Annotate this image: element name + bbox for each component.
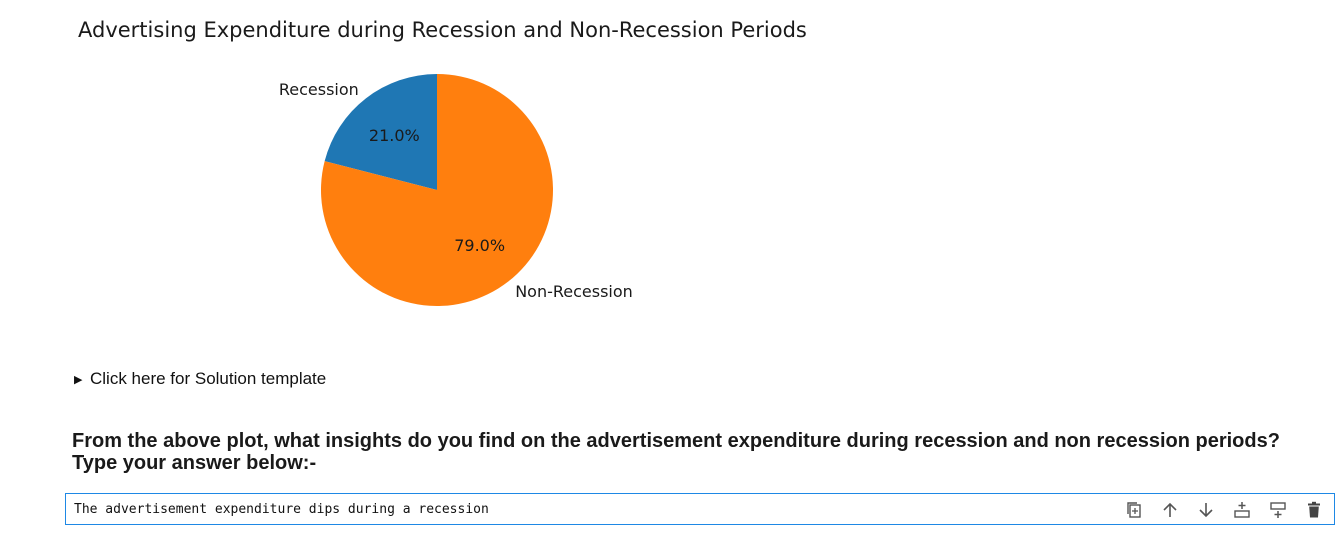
move-up-icon[interactable] [1158,499,1182,521]
pie-slice-recession [324,74,437,190]
question-line-1: From the above plot, what insights do yo… [72,430,1280,452]
pie-chart-svg: Advertising Expenditure during Recession… [78,18,807,306]
cell-toolbar [1122,499,1326,521]
pie-pct-label: 79.0% [454,236,505,255]
duplicate-icon[interactable] [1122,499,1146,521]
disclosure-triangle-icon: ▶ [74,373,83,386]
pie-slice-label: Non-Recession [515,282,633,301]
question-text: From the above plot, what insights do yo… [72,430,1322,474]
pie-chart: Advertising Expenditure during Recession… [78,18,807,306]
insert-above-icon[interactable] [1230,499,1254,521]
pie-pct-label: 21.0% [369,126,420,145]
delete-icon[interactable] [1302,499,1326,521]
insert-below-icon[interactable] [1266,499,1290,521]
question-line-2: Type your answer below:- [72,452,317,474]
answer-cell-text[interactable]: The advertisement expenditure dips durin… [74,502,489,517]
chart-title: Advertising Expenditure during Recession… [78,18,807,42]
pie-slice-label: Recession [279,80,359,99]
solution-template-toggle[interactable]: ▶ Click here for Solution template [74,369,326,389]
move-down-icon[interactable] [1194,499,1218,521]
pie-slice-non-recession [321,74,553,306]
answer-cell[interactable]: The advertisement expenditure dips durin… [65,493,1335,525]
solution-template-label: Click here for Solution template [90,369,327,388]
